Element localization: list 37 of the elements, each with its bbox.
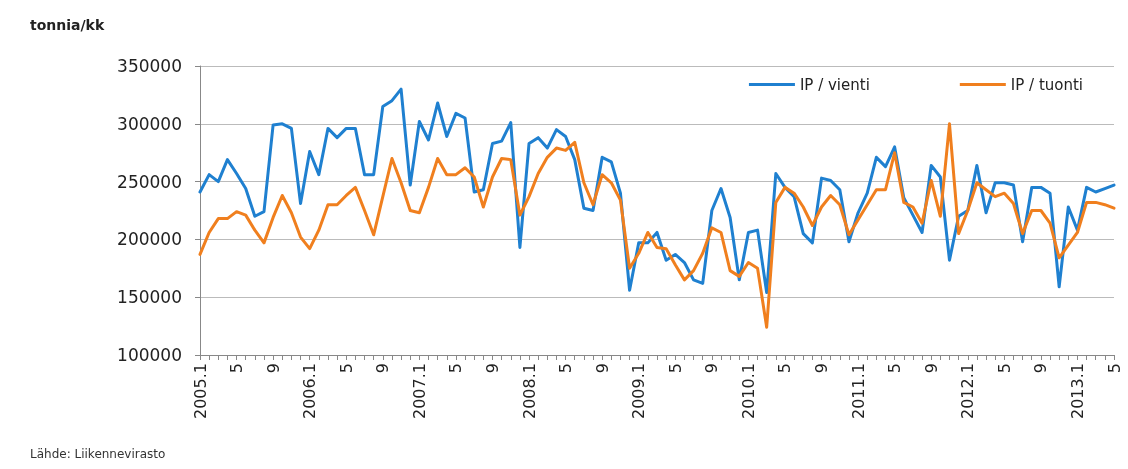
x-tick-label: 2012.1 — [958, 363, 978, 419]
x-tick-label: 5 — [227, 363, 247, 374]
x-tick-label: 5 — [336, 363, 356, 374]
text: Lähde: Liikennevirasto — [30, 447, 166, 461]
x-tick-label: 5 — [775, 363, 795, 374]
x-tick-label: 9 — [482, 363, 502, 374]
x-tick-label: 2010.1 — [738, 363, 758, 419]
x-tick-label: 5 — [665, 363, 685, 374]
y-tick-label: 300000 — [117, 113, 182, 134]
x-tick-label: 9 — [702, 363, 722, 374]
x-tick-label: 2007.1 — [409, 363, 429, 419]
x-tick-label: 5 — [885, 363, 905, 374]
x-tick-label: 2005.1 — [190, 363, 210, 419]
x-tick-label: 9 — [373, 363, 393, 374]
x-tick-label: 5 — [1104, 363, 1124, 374]
x-tick-label: 5 — [994, 363, 1014, 374]
y-tick-label: 250000 — [117, 171, 182, 192]
y-tick-label: 200000 — [117, 229, 182, 250]
x-tick-label: 9 — [592, 363, 612, 374]
x-tick-label: 9 — [812, 363, 832, 374]
x-tick-label: 2008.1 — [519, 363, 539, 419]
x-tick-label: 2006.1 — [300, 363, 320, 419]
x-tick-label: 5 — [446, 363, 466, 374]
x-tick-label: 2009.1 — [629, 363, 649, 419]
x-tick-label: 9 — [1031, 363, 1051, 374]
y-axis-title: tonnia/kk — [30, 17, 105, 33]
y-tick-label: 100000 — [117, 345, 182, 365]
x-tick-label: 9 — [921, 363, 941, 374]
x-tick-label: 2011.1 — [848, 363, 868, 419]
legend-label: IP / vienti — [799, 75, 870, 94]
line-series — [198, 122, 1116, 329]
y-tick-label: 350000 — [117, 56, 182, 76]
x-tick-label: 9 — [263, 363, 283, 374]
x-tick-label: 2013.1 — [1067, 363, 1087, 419]
x-tick-label: 5 — [556, 363, 576, 374]
legend-label: IP / tuonti — [1010, 75, 1084, 94]
y-tick-label: 150000 — [117, 287, 182, 308]
